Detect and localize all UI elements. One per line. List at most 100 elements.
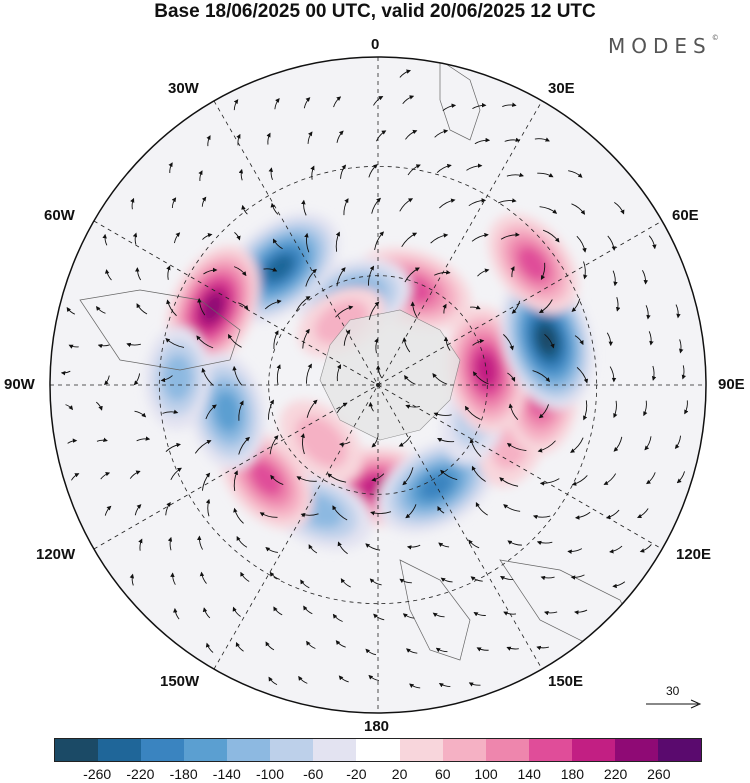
wind-arrow: [570, 574, 585, 580]
wind-arrow: [170, 467, 182, 480]
wind-arrow: [166, 299, 177, 317]
wind-arrow: [373, 613, 385, 621]
wind-arrow: [205, 498, 211, 517]
wind-arrow: [335, 231, 340, 252]
wind-arrow: [471, 232, 489, 242]
wind-arrow: [470, 576, 483, 582]
wind-arrow: [468, 682, 481, 687]
wind-arrow: [475, 502, 488, 516]
wind-arrow: [136, 303, 148, 315]
wind-arrow: [340, 578, 351, 588]
wind-arrow: [536, 540, 553, 546]
wind-arrow: [303, 97, 311, 109]
colorbar-swatch: [485, 739, 529, 761]
wind-arrow: [196, 535, 203, 550]
wind-arrow: [235, 641, 244, 652]
colorbar-tick-label: 140: [517, 766, 541, 782]
wind-arrow: [537, 172, 554, 178]
wind-arrow: [543, 610, 558, 616]
wind-arrow: [503, 334, 514, 351]
wind-arrow: [66, 307, 76, 315]
wind-arrow: [305, 268, 317, 287]
wind-arrow: [97, 343, 110, 349]
wind-arrow: [371, 197, 381, 214]
wind-arrow: [681, 365, 687, 380]
wind-arrow: [645, 305, 651, 320]
wind-arrow: [503, 504, 521, 512]
wind-arrow: [583, 400, 588, 421]
wind-arrow: [232, 365, 243, 386]
wind-arrow: [310, 165, 315, 180]
wind-arrow: [434, 270, 451, 276]
wind-arrow: [238, 400, 244, 421]
wind-arrow: [165, 501, 171, 516]
wind-arrow: [674, 435, 682, 450]
wind-arrow: [333, 96, 342, 108]
colorbar-ticks: -260 -220 -180 -140 -100 -60 -20 20 60 100 140 180 2…: [0, 766, 750, 783]
wind-arrow: [570, 437, 584, 453]
wind-arrow: [472, 338, 485, 346]
wind-arrow: [259, 512, 278, 518]
wind-arrow: [609, 366, 617, 383]
wind-arrow: [466, 163, 483, 171]
wind-arrow: [439, 198, 456, 209]
wind-arrow: [132, 232, 138, 245]
wind-arrow: [369, 578, 382, 586]
wind-arrow: [474, 137, 491, 145]
label-lon-90w: 90W: [4, 376, 35, 393]
wind-arrow: [265, 547, 278, 553]
wind-arrow: [506, 646, 519, 651]
colorbar-swatch: [399, 739, 443, 761]
wind-arrow: [469, 438, 482, 457]
colorbar-swatch: [442, 739, 486, 761]
anomaly-blob-14: [214, 391, 241, 432]
wind-arrow: [343, 329, 351, 346]
wind-arrow: [574, 609, 588, 615]
wind-arrow: [133, 373, 141, 386]
wind-arrow: [539, 478, 560, 486]
wind-arrow: [130, 197, 135, 210]
wind-arrow: [430, 233, 449, 244]
wind-arrow: [477, 268, 490, 277]
colorbar-tick-label: 220: [603, 766, 628, 782]
colorbar-tick-label: 180: [560, 766, 585, 782]
wind-arrow: [338, 441, 351, 447]
wind-arrow: [406, 544, 421, 550]
wind-arrow: [368, 301, 380, 320]
wind-arrow: [571, 203, 586, 215]
wind-arrow: [402, 95, 415, 105]
wind-arrow: [410, 301, 418, 318]
wind-arrow: [300, 512, 319, 518]
wind-arrow: [336, 130, 344, 143]
wind-arrow: [167, 536, 173, 551]
wind-arrow: [506, 442, 527, 451]
colorbar-swatch: [55, 739, 99, 761]
wind-arrow: [567, 548, 583, 554]
wind-arrow: [65, 404, 74, 411]
wind-arrow: [306, 363, 312, 384]
brand-logo: MODES©: [608, 34, 719, 58]
wind-arrow: [500, 575, 514, 581]
wind-arrow: [203, 267, 218, 275]
wind-arrow: [568, 170, 583, 178]
wind-arrow: [198, 170, 203, 182]
label-lon-120e: 120E: [676, 546, 712, 563]
wind-arrow: [440, 577, 453, 583]
wind-arrow: [536, 645, 549, 651]
wind-arrow: [60, 370, 71, 376]
wind-arrow: [269, 571, 280, 580]
wind-arrow: [437, 438, 455, 443]
anomaly-blob-15: [162, 354, 193, 402]
wind-arrow: [265, 641, 275, 651]
label-lon-0: 0: [371, 36, 380, 53]
wind-arrow: [370, 511, 392, 516]
wind-arrow: [165, 442, 181, 452]
wind-arrow: [438, 542, 450, 548]
wind-arrow: [646, 472, 656, 485]
wind-arrow: [648, 235, 657, 250]
colorbar-tick-label: -100: [255, 766, 285, 782]
colorbar-swatch: [528, 739, 572, 761]
reference-vector-arrow: [646, 699, 702, 709]
wind-arrow: [404, 374, 416, 385]
wind-arrow: [476, 647, 489, 652]
